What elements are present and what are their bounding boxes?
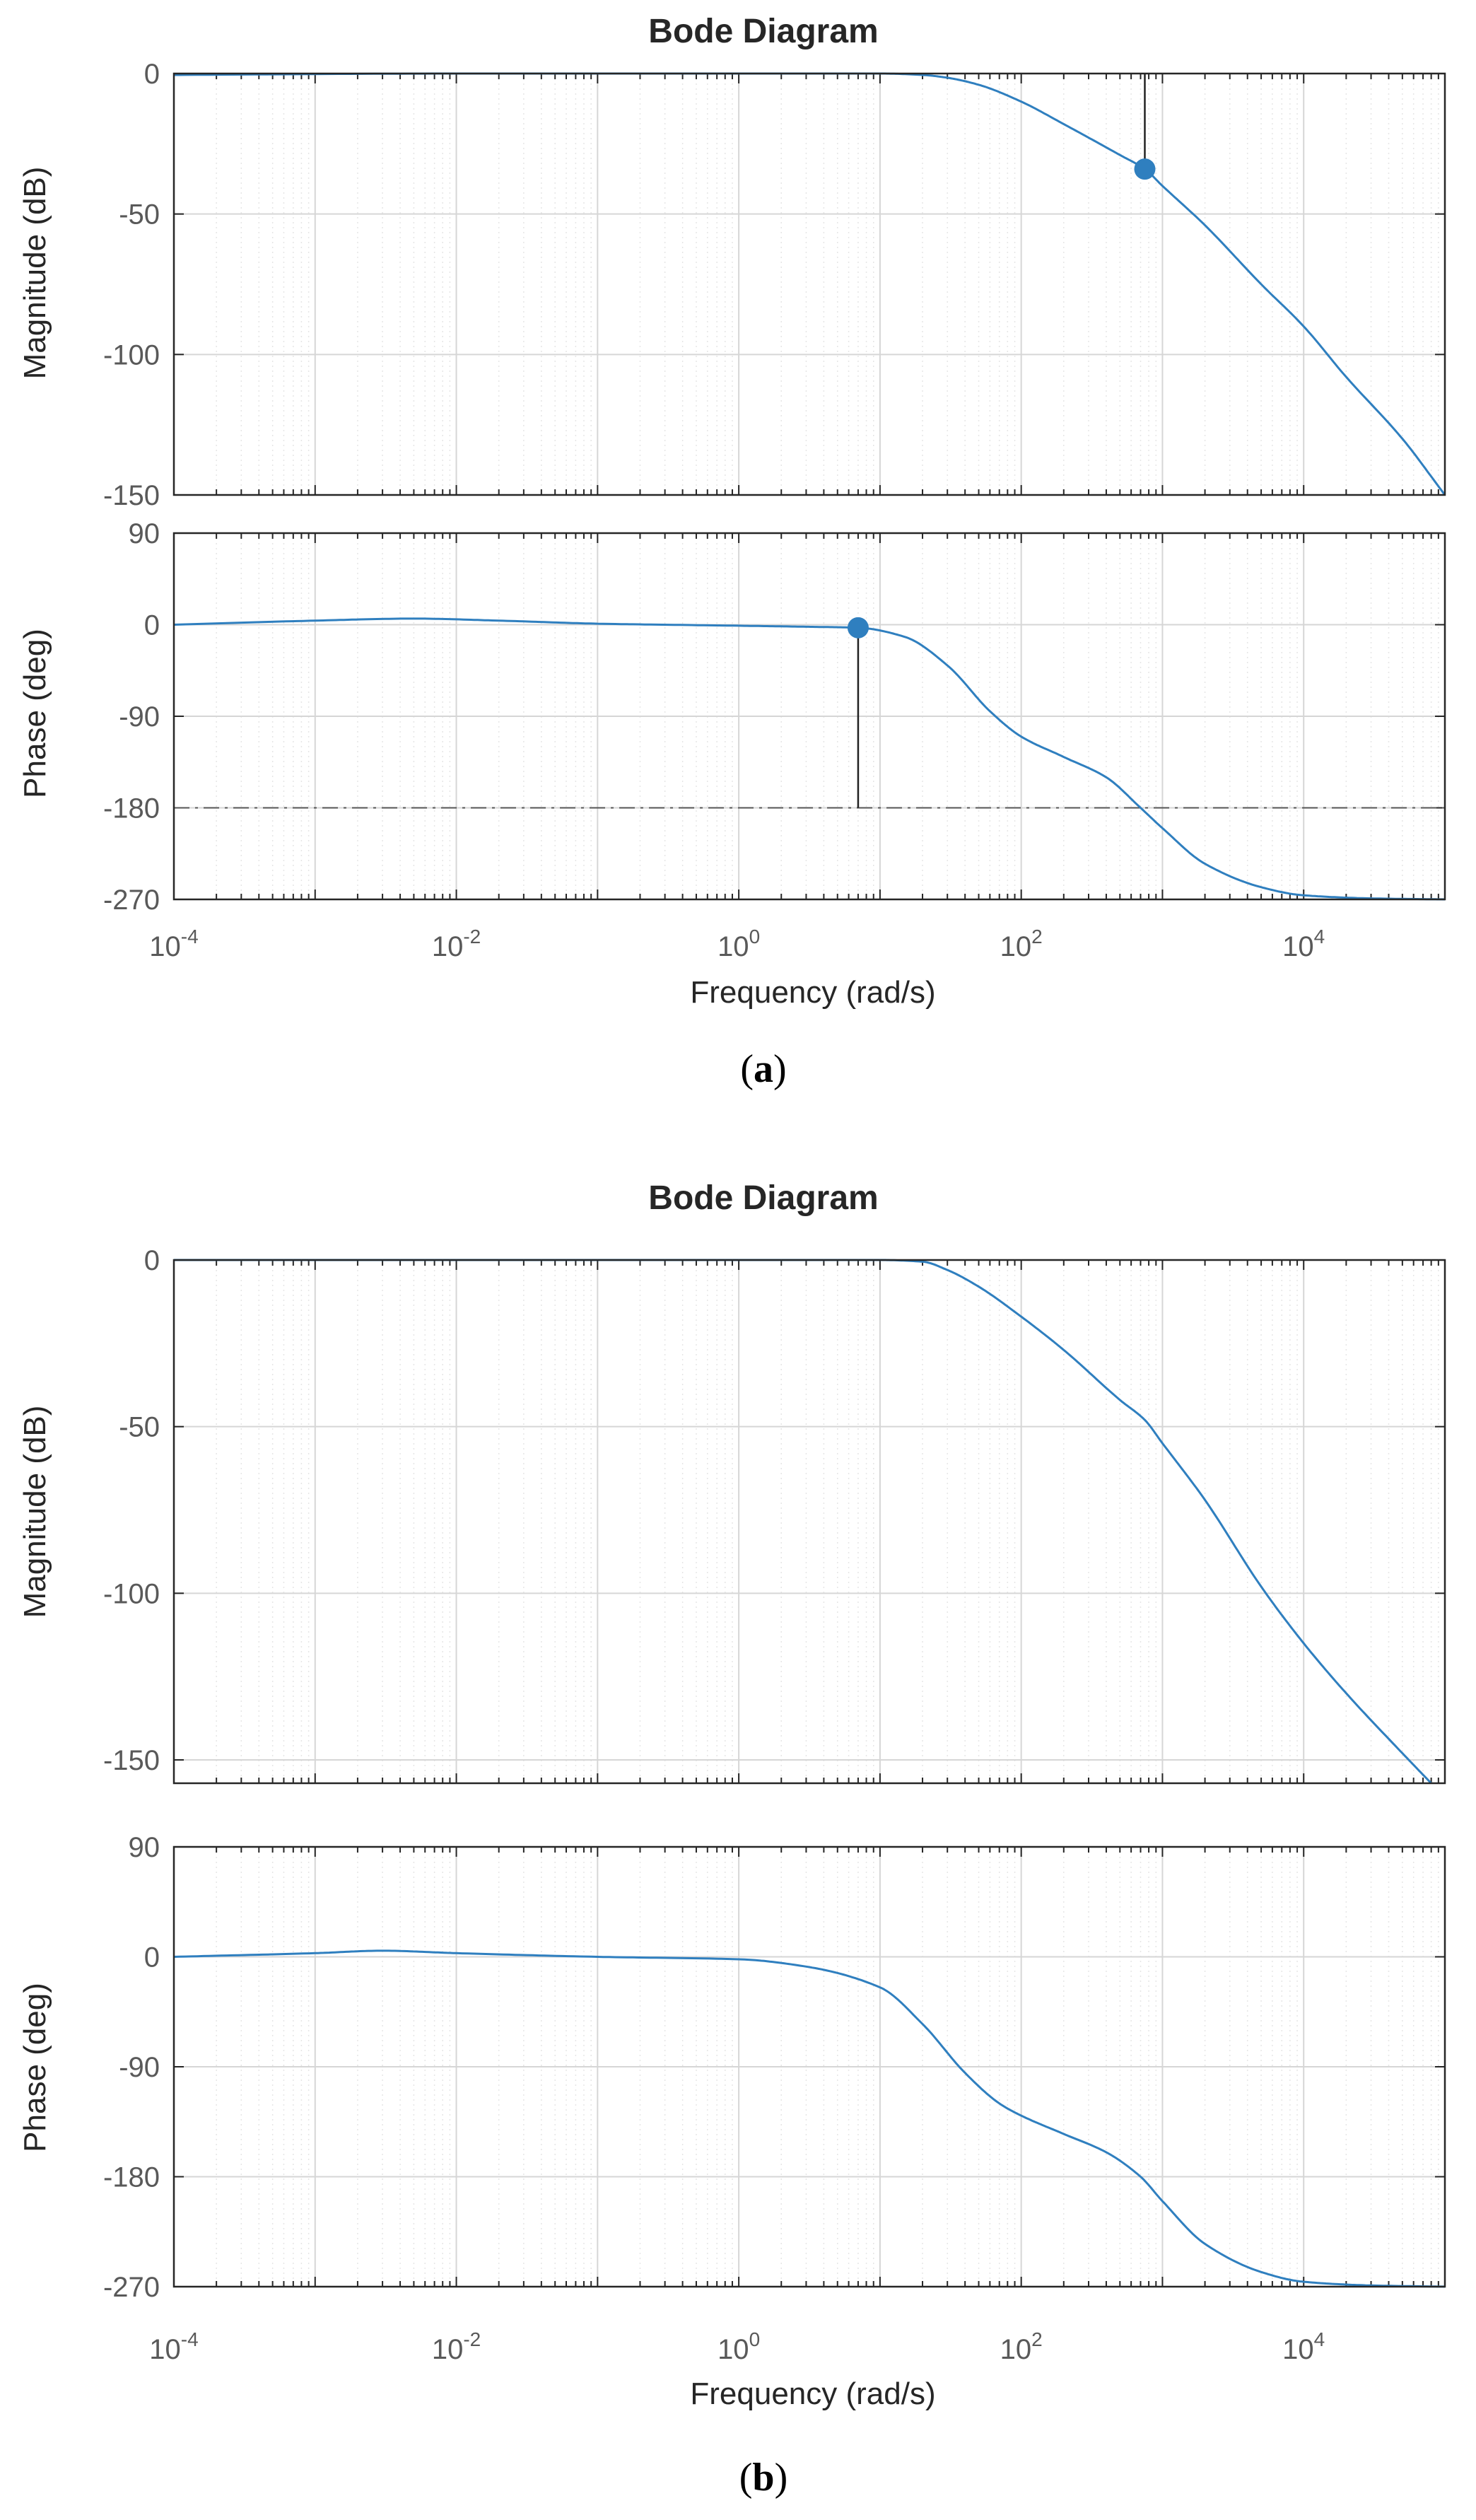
y-tick-label: 90: [129, 518, 160, 549]
gain-margin-marker-a[interactable]: [1134, 158, 1156, 180]
x-tick-label: 104: [1282, 926, 1325, 962]
phase-axes-b: [172, 1845, 1446, 2288]
phase-xticks-b: [173, 1847, 1446, 2287]
x-tick-label: 104: [1282, 2328, 1325, 2365]
title-b: Bode Diagram: [648, 1179, 878, 1217]
figure-a: Bode Diagram 0 -50 -100 -150 Magnitude (dB)…: [18, 13, 1446, 1091]
y-tick-label: 0: [144, 1245, 160, 1276]
y-tick-label: -100: [103, 339, 160, 371]
phase-panel-a: 90 0 -90 -180 -270 Phase (deg): [18, 518, 1446, 916]
x-tick-labels-a: 10-4 10-2 100 102 104: [149, 926, 1325, 962]
phase-margin-marker-a[interactable]: [847, 617, 869, 638]
x-tick-label: 10-4: [149, 926, 198, 962]
phase-yticks-b: 90 0 -90 -180 -270: [103, 1832, 1445, 2303]
x-tick-label: 100: [718, 2328, 760, 2365]
x-tick-label: 102: [1000, 926, 1043, 962]
y-tick-label: -180: [103, 2162, 160, 2193]
y-tick-label: 0: [144, 1942, 160, 1973]
figure-b: Bode Diagram 0 -50 -100 -150 Magnitude (dB)…: [18, 1179, 1446, 2499]
phase-xticks-a: [173, 533, 1446, 899]
magnitude-yticks-b: 0 -50 -100 -150: [103, 1245, 1445, 1776]
y-tick-label: -90: [119, 701, 160, 733]
caption-a: (a): [740, 1047, 786, 1091]
y-tick-label: 0: [144, 59, 160, 90]
y-tick-label: -270: [103, 885, 160, 916]
caption-letter-a: a: [754, 1047, 773, 1091]
phase-curve-b: [173, 1949, 1446, 2288]
y-tick-label: -180: [103, 793, 160, 824]
magnitude-yticks-a: 0 -50 -100 -150: [103, 59, 1445, 511]
y-tick-label: -50: [119, 1412, 160, 1443]
x-tick-labels-b: 10-4 10-2 100 102 104: [149, 2328, 1325, 2365]
y-tick-label: -50: [119, 199, 160, 231]
y-tick-label: -270: [103, 2272, 160, 2303]
y-tick-label: -100: [103, 1578, 160, 1609]
phase-ylabel-b: Phase (deg): [18, 1983, 52, 2152]
phase-panel-b: 90 0 -90 -180 -270 Phase (deg): [18, 1832, 1446, 2303]
magnitude-axes-a: [172, 72, 1446, 496]
caption-b: (b): [739, 2456, 787, 2499]
phase-axes-a: [172, 532, 1446, 901]
magnitude-ylabel-a: Magnitude (dB): [18, 167, 52, 380]
xlabel-a: Frequency (rad/s): [690, 975, 935, 1010]
caption-letter-b: b: [752, 2456, 774, 2499]
phase-ylabel-a: Phase (deg): [18, 629, 52, 798]
y-tick-label: 0: [144, 610, 160, 641]
magnitude-panel-b: 0 -50 -100 -150 Magnitude (dB): [18, 1245, 1446, 1785]
x-tick-label: 10-4: [149, 2328, 198, 2365]
x-tick-label: 10-2: [432, 926, 481, 962]
x-tick-label: 102: [1000, 2328, 1043, 2365]
phase-curve-a: [173, 617, 1446, 901]
xlabel-b: Frequency (rad/s): [690, 2376, 935, 2411]
x-tick-label: 100: [718, 926, 760, 962]
magnitude-axes-b: [172, 1259, 1446, 1785]
magnitude-panel-a: 0 -50 -100 -150 Magnitude (dB): [18, 59, 1446, 511]
magnitude-ylabel-b: Magnitude (dB): [18, 1406, 52, 1618]
title-a: Bode Diagram: [648, 13, 878, 50]
x-tick-label: 10-2: [432, 2328, 481, 2365]
y-tick-label: 90: [129, 1832, 160, 1863]
y-tick-label: -150: [103, 480, 160, 511]
y-tick-label: -90: [119, 2052, 160, 2083]
y-tick-label: -150: [103, 1745, 160, 1776]
